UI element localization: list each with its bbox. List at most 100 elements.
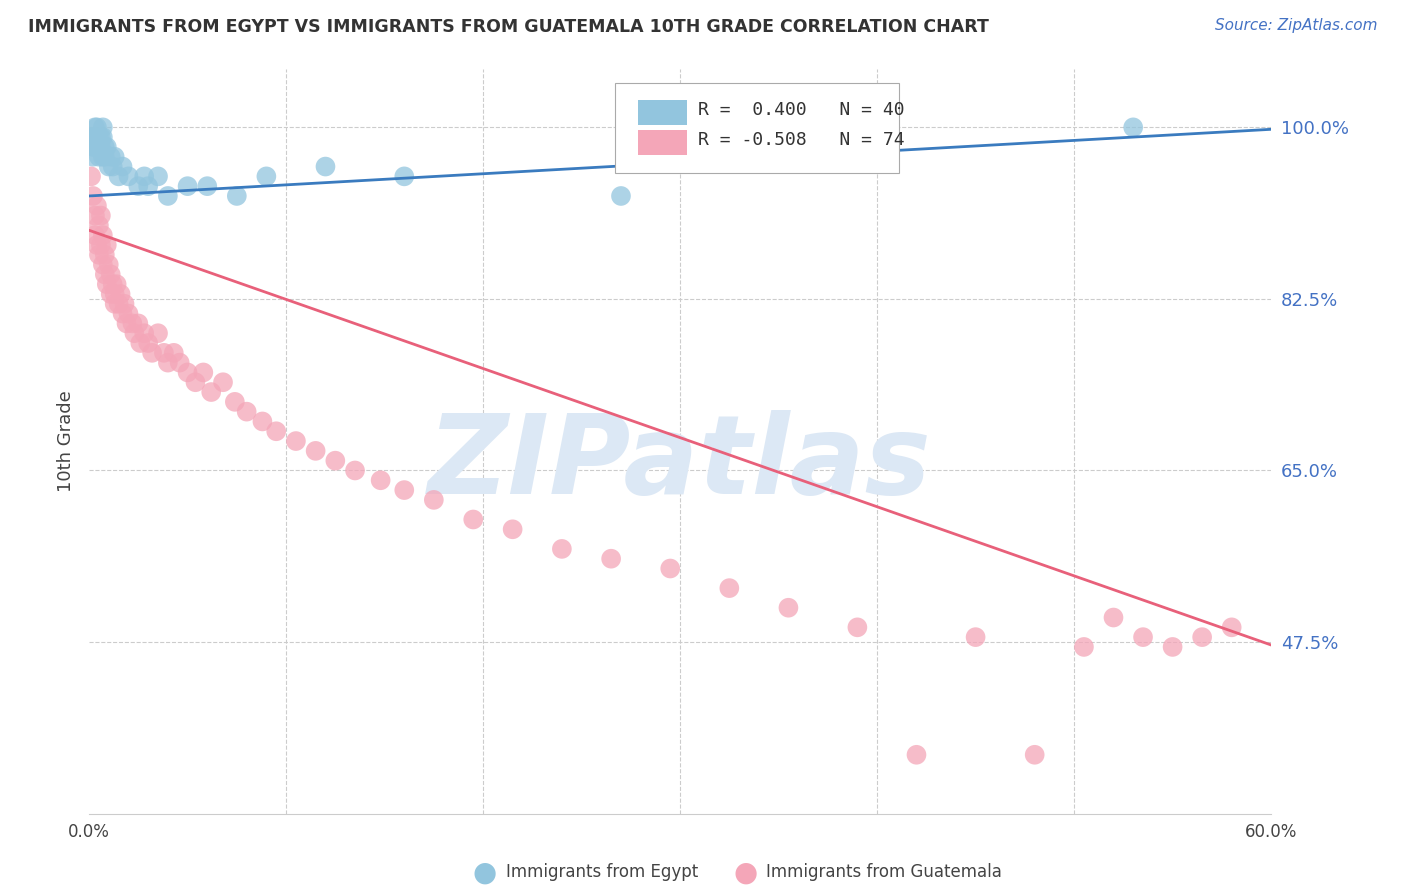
Point xyxy=(96,140,118,154)
Point xyxy=(129,336,152,351)
Point xyxy=(84,120,107,135)
Point xyxy=(284,434,307,448)
Text: Immigrants from Guatemala: Immigrants from Guatemala xyxy=(766,863,1002,881)
Point xyxy=(200,385,222,400)
Point xyxy=(134,169,156,184)
Point xyxy=(1122,120,1144,135)
Point xyxy=(90,140,112,154)
Point xyxy=(264,424,287,438)
Point xyxy=(86,140,108,154)
Point xyxy=(96,277,118,292)
Point xyxy=(82,189,104,203)
Point xyxy=(314,160,336,174)
Point xyxy=(84,228,107,243)
Point xyxy=(104,287,127,301)
Point xyxy=(105,277,128,292)
Point xyxy=(195,179,218,194)
Point xyxy=(141,346,163,360)
Point xyxy=(91,130,114,145)
Point xyxy=(117,307,139,321)
Point xyxy=(84,130,107,145)
Point xyxy=(87,150,110,164)
Point xyxy=(115,317,138,331)
Point xyxy=(104,150,127,164)
Point xyxy=(1073,640,1095,654)
Point xyxy=(134,326,156,341)
Point xyxy=(84,140,107,154)
Point xyxy=(111,307,134,321)
FancyBboxPatch shape xyxy=(637,129,688,155)
Point xyxy=(176,179,198,194)
Text: IMMIGRANTS FROM EGYPT VS IMMIGRANTS FROM GUATEMALA 10TH GRADE CORRELATION CHART: IMMIGRANTS FROM EGYPT VS IMMIGRANTS FROM… xyxy=(28,18,988,36)
Point xyxy=(107,297,129,311)
Point xyxy=(124,326,146,341)
Point xyxy=(1024,747,1046,762)
Point xyxy=(101,160,124,174)
Point xyxy=(551,541,574,556)
FancyBboxPatch shape xyxy=(614,84,898,173)
Point xyxy=(87,248,110,262)
Point xyxy=(610,189,633,203)
Point xyxy=(1132,630,1154,644)
Point xyxy=(1161,640,1184,654)
Point xyxy=(96,238,118,252)
Point xyxy=(84,209,107,223)
Point xyxy=(304,443,326,458)
Point xyxy=(90,238,112,252)
Text: R =  0.400   N = 40: R = 0.400 N = 40 xyxy=(697,102,904,120)
Point xyxy=(127,317,149,331)
Point xyxy=(169,356,191,370)
Point xyxy=(344,463,367,477)
Text: R = -0.508   N = 74: R = -0.508 N = 74 xyxy=(697,131,904,149)
Point xyxy=(100,150,122,164)
Point xyxy=(136,336,159,351)
Point xyxy=(1220,620,1243,634)
Text: ZIPatlas: ZIPatlas xyxy=(429,410,932,516)
Point xyxy=(86,130,108,145)
Point xyxy=(212,376,235,390)
Text: ●: ● xyxy=(733,858,758,887)
Point xyxy=(156,189,179,203)
Point xyxy=(235,404,257,418)
Point xyxy=(905,747,928,762)
Point xyxy=(80,130,103,145)
Point xyxy=(91,150,114,164)
Point xyxy=(91,228,114,243)
Point xyxy=(94,140,117,154)
Y-axis label: 10th Grade: 10th Grade xyxy=(58,390,75,491)
Text: Immigrants from Egypt: Immigrants from Egypt xyxy=(506,863,699,881)
Point xyxy=(121,317,143,331)
Point xyxy=(94,150,117,164)
Point xyxy=(91,258,114,272)
FancyBboxPatch shape xyxy=(637,100,688,125)
Point xyxy=(323,453,346,467)
Point xyxy=(86,199,108,213)
Point xyxy=(146,326,169,341)
Point xyxy=(370,473,392,487)
Point xyxy=(225,189,247,203)
Point xyxy=(254,169,277,184)
Point xyxy=(100,268,122,282)
Point xyxy=(87,140,110,154)
Point xyxy=(394,483,416,497)
Point xyxy=(80,169,103,184)
Point xyxy=(117,169,139,184)
Point xyxy=(193,366,215,380)
Point xyxy=(97,160,120,174)
Point xyxy=(114,297,136,311)
Point xyxy=(423,492,446,507)
Point xyxy=(502,522,524,536)
Point xyxy=(846,620,869,634)
Point xyxy=(107,169,129,184)
Point xyxy=(101,277,124,292)
Point xyxy=(86,238,108,252)
Point xyxy=(659,561,682,575)
Point xyxy=(184,376,207,390)
Point xyxy=(111,160,134,174)
Point xyxy=(127,179,149,194)
Point xyxy=(91,120,114,135)
Point xyxy=(94,248,117,262)
Point xyxy=(82,150,104,164)
Point xyxy=(1102,610,1125,624)
Point xyxy=(718,581,741,595)
